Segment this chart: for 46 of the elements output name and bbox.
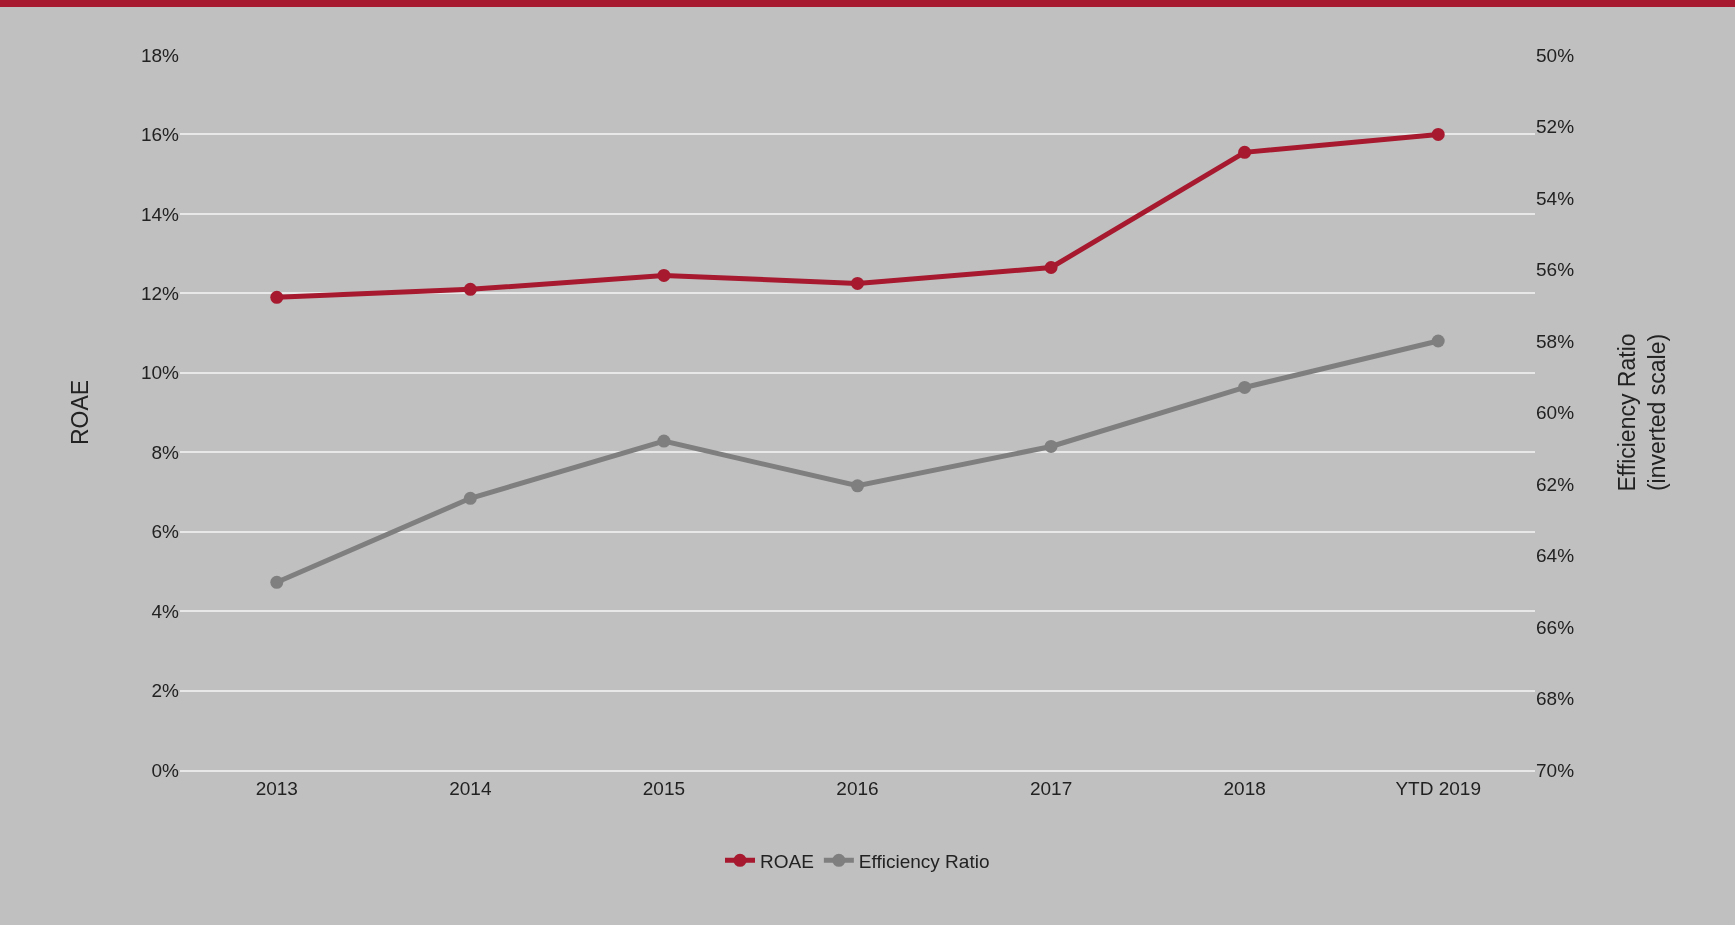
point xyxy=(1044,261,1058,274)
y2-tick-label: 52% xyxy=(1536,116,1575,138)
y-axis-title: ROAE xyxy=(67,379,94,446)
point xyxy=(657,268,671,282)
y-tick-label: 6% xyxy=(151,521,180,543)
y-tick-label: 12% xyxy=(140,282,180,304)
y-tick-label: 2% xyxy=(151,680,180,702)
x-tick-label: 2018 xyxy=(1223,777,1266,799)
legend-label: Efficiency Ratio xyxy=(858,850,990,872)
x-tick-label: 2013 xyxy=(255,777,298,799)
point xyxy=(1238,380,1252,394)
point xyxy=(1431,334,1445,348)
y2-tick-label: 58% xyxy=(1536,330,1575,352)
y2-tick-label: 62% xyxy=(1536,473,1575,495)
y2-tick-label: 54% xyxy=(1536,187,1575,209)
y2-tick-label: 50% xyxy=(1536,44,1575,66)
y2-tick-label: 66% xyxy=(1536,616,1575,638)
point xyxy=(1044,439,1058,453)
y2-tick-label: 60% xyxy=(1536,402,1575,424)
point xyxy=(463,491,477,505)
y2-tick-label: 64% xyxy=(1536,545,1575,567)
y-tick-label: 0% xyxy=(151,759,180,781)
y2-axis-title: Efficiency Ratio (inverted scale) xyxy=(1613,333,1670,492)
point xyxy=(851,276,864,290)
point xyxy=(270,290,284,304)
point xyxy=(657,434,671,448)
y-tick-label: 4% xyxy=(151,600,180,622)
x-tick-label: 2015 xyxy=(642,777,686,799)
x-tick-label: 2014 xyxy=(449,777,492,799)
y2-tick-label: 68% xyxy=(1536,688,1575,710)
y-tick-label: 10% xyxy=(140,362,180,384)
y-tick-label: 8% xyxy=(151,441,180,463)
point xyxy=(1238,145,1252,159)
legend-label: ROAE xyxy=(760,850,814,872)
point xyxy=(463,282,477,296)
y2-tick-label: 56% xyxy=(1536,259,1575,281)
point xyxy=(851,479,864,493)
x-tick-label: 2016 xyxy=(836,777,879,799)
y-tick-label: 18% xyxy=(140,44,180,66)
x-tick-label: YTD 2019 xyxy=(1395,777,1481,799)
y-tick-label: 14% xyxy=(140,203,180,225)
x-tick-label: 2017 xyxy=(1029,777,1073,799)
y2-tick-label: 70% xyxy=(1536,759,1575,781)
y-tick-label: 16% xyxy=(140,124,180,146)
point xyxy=(270,575,284,589)
point xyxy=(1431,127,1445,141)
